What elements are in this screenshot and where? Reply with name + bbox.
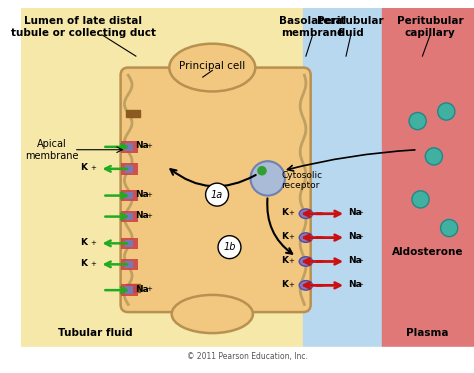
Bar xyxy=(120,258,138,270)
Bar xyxy=(120,141,138,153)
Text: Na: Na xyxy=(348,232,362,241)
Circle shape xyxy=(425,148,443,165)
Text: +: + xyxy=(289,258,294,264)
Circle shape xyxy=(218,236,241,258)
Ellipse shape xyxy=(172,295,253,333)
Bar xyxy=(126,213,133,220)
Text: Lumen of late distal
tubule or collecting duct: Lumen of late distal tubule or collectin… xyxy=(11,16,156,38)
Bar xyxy=(126,260,133,268)
Text: Na: Na xyxy=(348,280,362,289)
Text: +: + xyxy=(146,192,152,198)
Text: Cytosolic
receptor: Cytosolic receptor xyxy=(281,171,322,190)
Bar xyxy=(303,8,384,350)
Text: +: + xyxy=(289,282,294,288)
Bar xyxy=(126,286,133,294)
Bar xyxy=(21,347,474,365)
Bar xyxy=(126,192,133,200)
Circle shape xyxy=(440,219,458,236)
Text: K: K xyxy=(281,280,288,289)
Text: Na: Na xyxy=(348,208,362,217)
Text: +: + xyxy=(289,210,294,216)
Text: K: K xyxy=(81,259,88,268)
Text: +: + xyxy=(90,239,96,245)
Text: +: + xyxy=(357,282,364,288)
Circle shape xyxy=(206,183,228,206)
Bar xyxy=(126,239,133,247)
Circle shape xyxy=(257,166,267,176)
Text: Apical
membrane: Apical membrane xyxy=(25,139,79,160)
Text: Peritubular
capillary: Peritubular capillary xyxy=(397,16,464,38)
Ellipse shape xyxy=(299,233,312,242)
Bar xyxy=(126,165,133,173)
Text: +: + xyxy=(357,210,364,216)
FancyBboxPatch shape xyxy=(120,68,310,312)
Text: Na: Na xyxy=(135,285,149,294)
Text: K: K xyxy=(281,232,288,241)
Bar xyxy=(383,8,474,350)
Text: Principal cell: Principal cell xyxy=(179,61,246,70)
Text: +: + xyxy=(146,143,152,149)
Text: K: K xyxy=(81,238,88,247)
Ellipse shape xyxy=(299,257,312,266)
Text: Basolateral
membrane: Basolateral membrane xyxy=(279,16,346,38)
Text: +: + xyxy=(289,234,294,240)
Text: +: + xyxy=(90,260,96,267)
Bar xyxy=(127,284,140,292)
Text: K: K xyxy=(81,163,88,172)
Text: +: + xyxy=(90,165,96,171)
Circle shape xyxy=(438,103,455,120)
Text: +: + xyxy=(146,286,152,292)
Text: 1b: 1b xyxy=(223,242,236,252)
Text: Na: Na xyxy=(135,211,149,220)
Bar xyxy=(120,211,138,222)
Circle shape xyxy=(409,113,426,130)
Text: Tubular fluid: Tubular fluid xyxy=(57,328,132,338)
Text: Na: Na xyxy=(135,190,149,199)
Text: 1a: 1a xyxy=(211,189,223,200)
Ellipse shape xyxy=(299,209,312,219)
Text: K: K xyxy=(281,256,288,265)
Text: © 2011 Pearson Education, Inc.: © 2011 Pearson Education, Inc. xyxy=(187,352,308,361)
Text: Na: Na xyxy=(135,141,149,150)
Bar xyxy=(120,284,138,296)
Text: +: + xyxy=(357,234,364,240)
Ellipse shape xyxy=(169,44,255,91)
Text: K: K xyxy=(281,208,288,217)
Text: Aldosterone: Aldosterone xyxy=(392,247,464,257)
Text: +: + xyxy=(146,213,152,219)
Text: Plasma: Plasma xyxy=(406,328,448,338)
Text: Na: Na xyxy=(348,256,362,265)
Text: +: + xyxy=(357,258,364,264)
Circle shape xyxy=(412,191,429,208)
Circle shape xyxy=(250,161,285,195)
Bar xyxy=(120,190,138,201)
Bar xyxy=(126,143,133,151)
Bar xyxy=(127,110,140,117)
Ellipse shape xyxy=(299,280,312,290)
Bar xyxy=(120,238,138,249)
Text: Peritubular
fluid: Peritubular fluid xyxy=(318,16,384,38)
Bar xyxy=(120,163,138,175)
